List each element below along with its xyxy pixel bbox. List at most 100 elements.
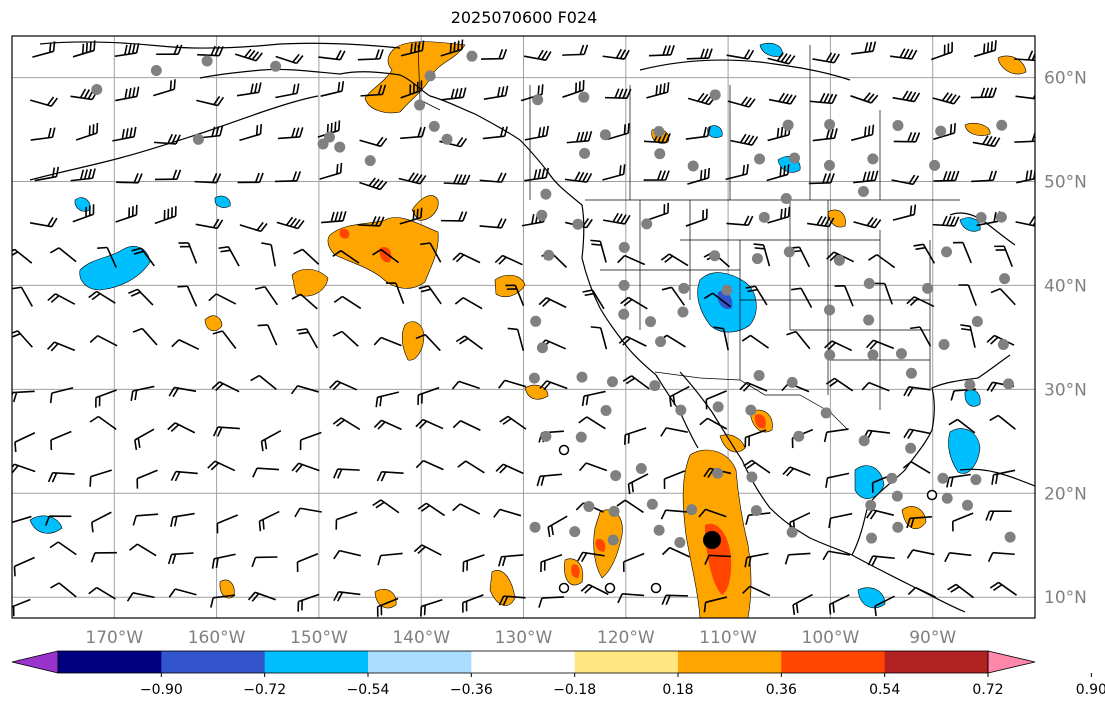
lon-label: 160°W [188, 628, 246, 648]
open-circle-marker [926, 489, 938, 501]
station-marker [428, 120, 440, 132]
map-title: 2025070600 F024 [450, 8, 598, 27]
wind-barb [834, 285, 854, 307]
anomaly-negative-patch [214, 195, 231, 208]
station-marker [323, 131, 335, 143]
anomaly-strong-positive-core [339, 228, 350, 239]
wind-barb [590, 239, 607, 263]
wind-barb [990, 287, 1016, 306]
wind-barb [685, 126, 711, 140]
station-marker [530, 315, 542, 327]
wind-barb [153, 133, 181, 145]
wind-barb [482, 126, 508, 140]
wind-barb [704, 554, 732, 565]
station-marker [675, 404, 687, 416]
wind-barb [603, 212, 631, 225]
wind-barb [212, 330, 237, 349]
anomaly-positive-patch [524, 384, 549, 400]
wind-barb [493, 508, 522, 518]
station-marker [536, 209, 548, 221]
wind-barb [784, 552, 811, 565]
station-marker [782, 119, 794, 131]
lon-label: 110°W [699, 628, 757, 648]
colorbar-tick-label: 0.54 [869, 682, 900, 698]
station-marker [820, 407, 832, 419]
open-circle-marker [604, 582, 616, 594]
colorbar-extend-low [11, 650, 59, 674]
wind-barb [136, 469, 158, 489]
wind-barb [154, 169, 182, 181]
station-marker [892, 521, 904, 533]
wind-barb [400, 126, 426, 140]
station-marker [746, 471, 758, 483]
station-marker [867, 349, 879, 361]
wind-barb [132, 327, 158, 346]
wind-barb [88, 586, 116, 600]
wind-barb [296, 328, 319, 349]
colorbar: −0.90 −0.72 −0.54 −0.36 −0.18 0.18 0.36 0.54 0.7… [11, 650, 1105, 698]
wind-barb [89, 415, 117, 431]
wind-barb [167, 422, 196, 434]
wind-barb [669, 385, 690, 407]
wind-barb [991, 469, 1016, 485]
wind-barb [275, 53, 304, 65]
station-marker [891, 490, 903, 502]
station-marker [895, 348, 907, 360]
wind-barb [902, 461, 931, 474]
station-marker [866, 532, 878, 544]
station-marker [583, 500, 595, 512]
wind-barb [97, 246, 118, 268]
colorbar-swatch [264, 651, 369, 673]
wind-barb [562, 80, 585, 98]
coastline-great-lakes [949, 212, 1016, 246]
wind-barb [931, 42, 953, 61]
wind-barb [726, 49, 755, 60]
coastline-mexico-west [679, 371, 853, 556]
wind-barb [417, 386, 440, 405]
wind-barb [947, 583, 975, 599]
wind-barb [90, 551, 117, 563]
wind-barb [726, 215, 754, 226]
station-marker [865, 499, 877, 511]
wind-barb [452, 252, 481, 264]
station-marker [751, 253, 763, 265]
station-marker [789, 152, 801, 164]
wind-barb [398, 172, 427, 185]
lon-label: 140°W [392, 628, 450, 648]
wind-barb [972, 135, 1001, 148]
wind-barb [705, 390, 727, 410]
coastline-us-west [547, 171, 657, 376]
wind-barb [853, 217, 882, 229]
lon-label: 130°W [495, 628, 553, 648]
wind-barb [792, 593, 813, 615]
station-marker [674, 537, 686, 549]
station-marker [833, 254, 845, 266]
station-marker [576, 371, 588, 383]
wind-barb [850, 92, 879, 104]
station-marker [150, 65, 162, 77]
wind-barb [479, 172, 507, 183]
map-frame [11, 35, 1036, 619]
station-marker [1002, 378, 1014, 390]
wind-barb [50, 430, 72, 450]
anomaly-negative-patch [854, 465, 885, 499]
wind-barb [825, 377, 854, 392]
wind-barb [540, 553, 563, 573]
wind-barb [12, 463, 36, 474]
wind-barb [703, 596, 728, 613]
wind-barb [960, 324, 976, 348]
wind-barb [727, 96, 756, 108]
wind-barb [782, 466, 811, 477]
colorbar-swatch [781, 651, 886, 673]
wind-barb [823, 428, 849, 443]
wind-barb [973, 40, 997, 58]
station-marker [938, 339, 950, 351]
wind-barb [291, 293, 318, 310]
wind-barb [115, 204, 138, 223]
wind-barb [457, 460, 485, 474]
wind-barb [452, 503, 481, 515]
colorbar-extend-high [987, 650, 1036, 674]
wind-barb [210, 594, 236, 608]
wind-barb [828, 512, 853, 529]
wind-barb [623, 427, 647, 445]
